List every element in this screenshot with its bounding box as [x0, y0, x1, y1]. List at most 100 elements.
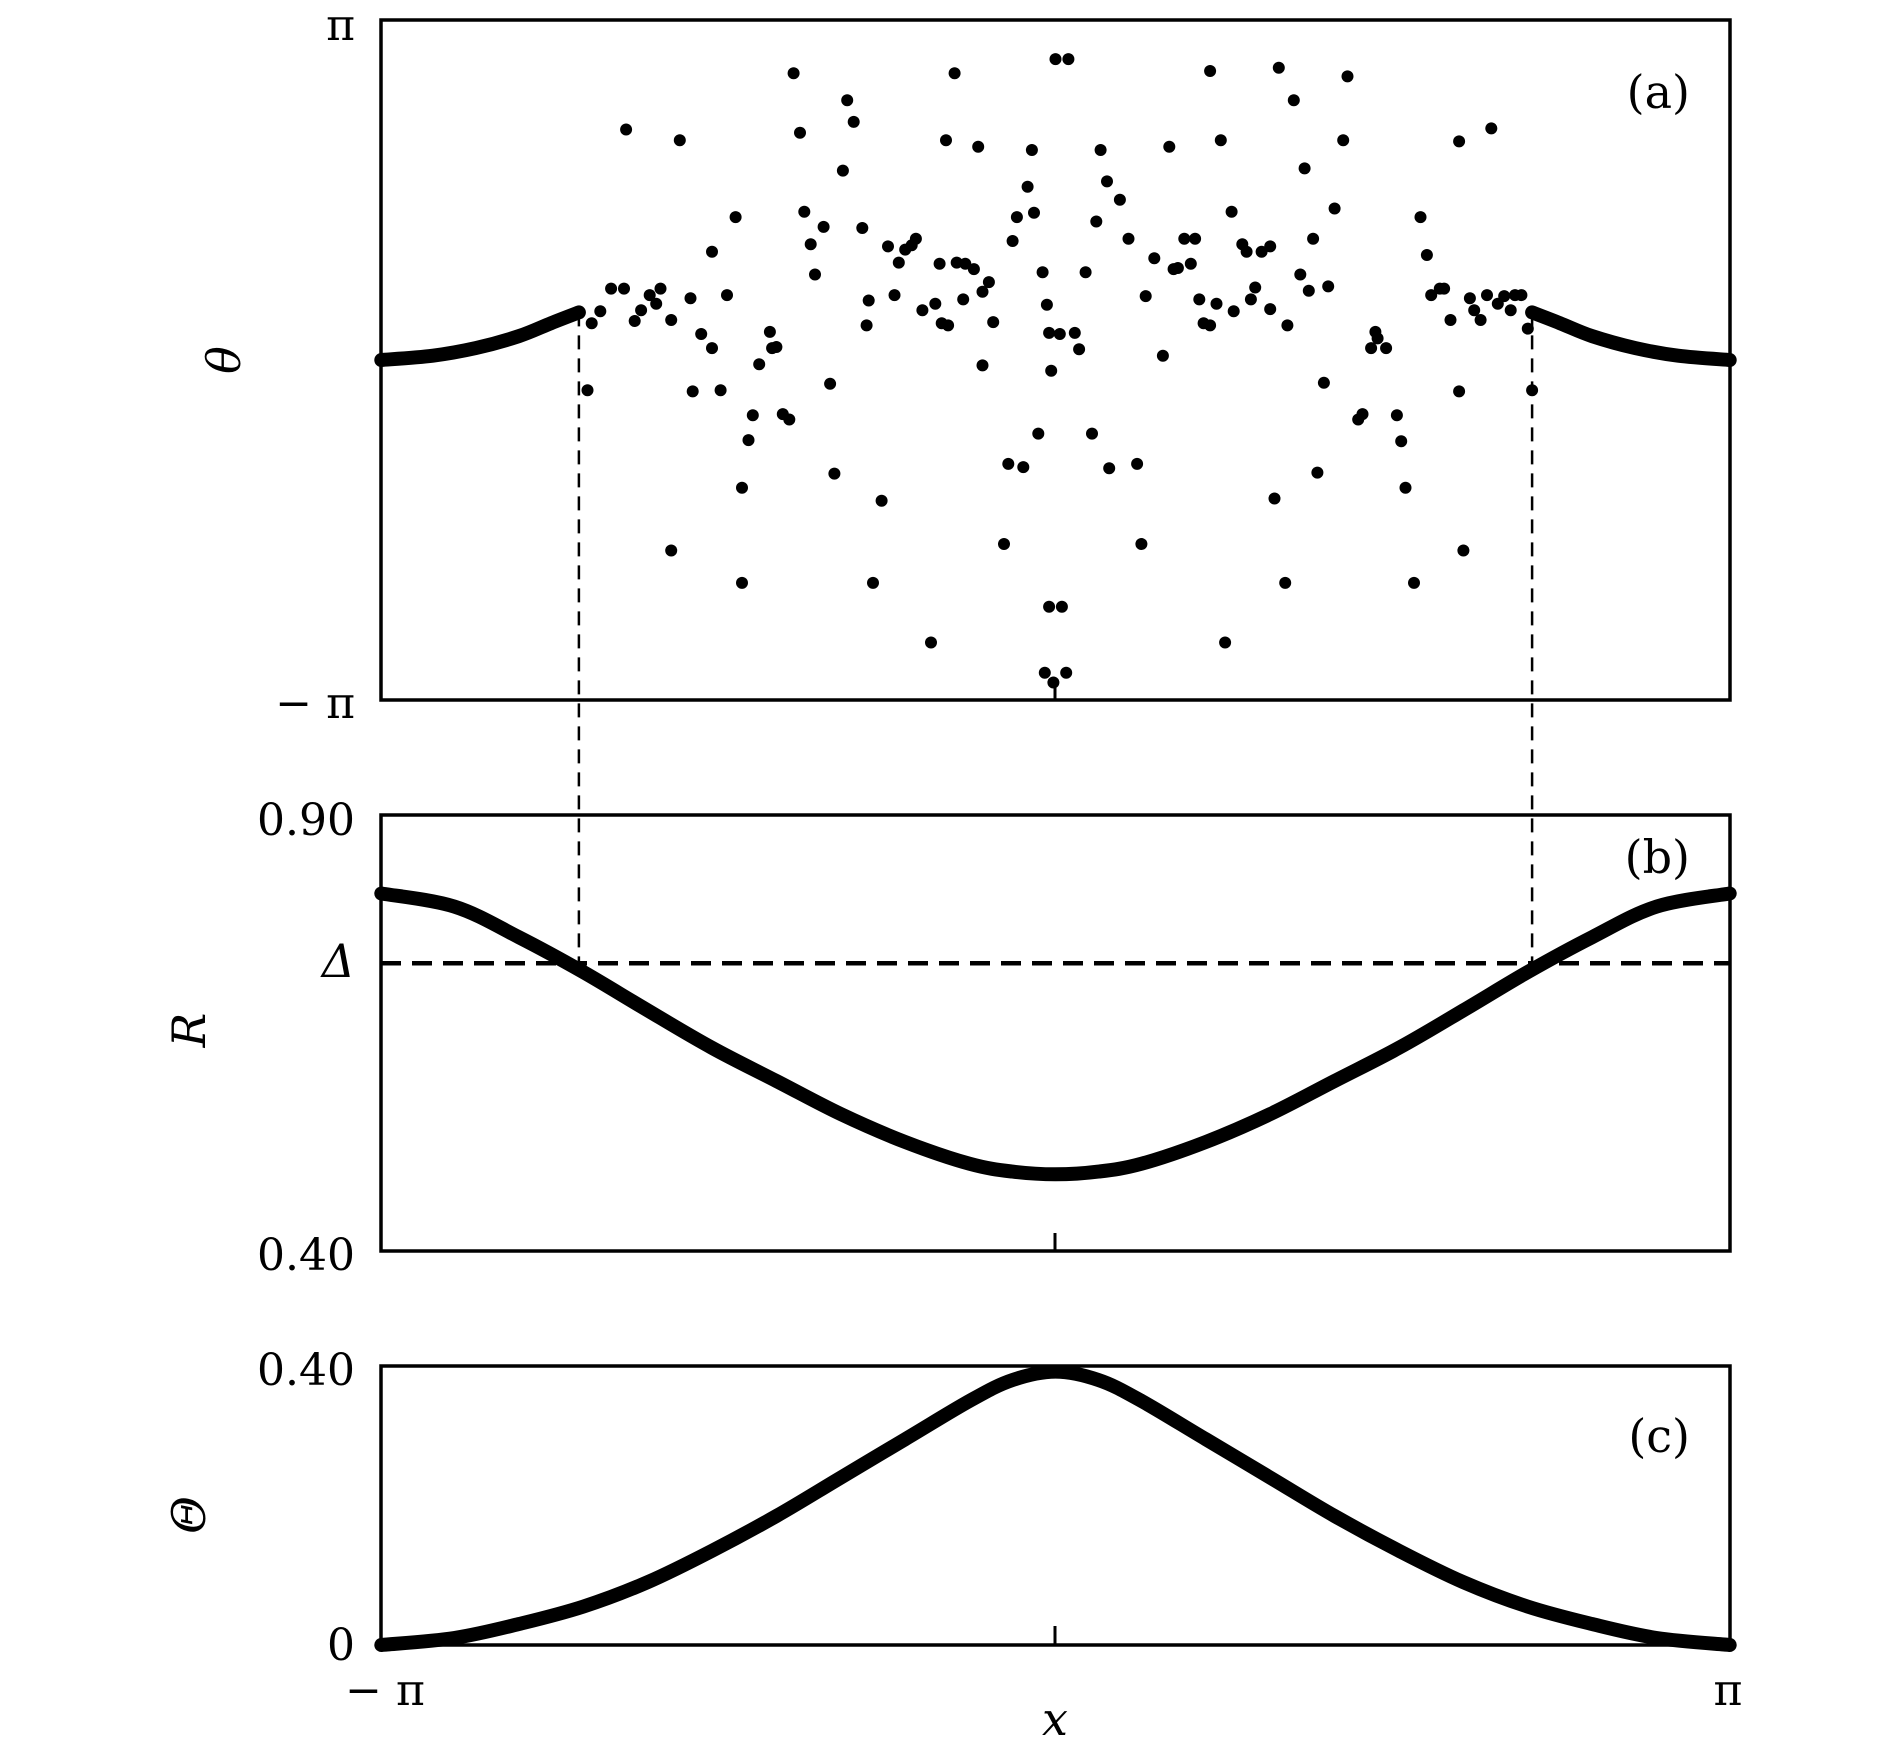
- panel-b-ylabel: R: [162, 1013, 216, 1049]
- panel-a-point-14: [684, 292, 697, 305]
- panel-a-point-75: [1017, 461, 1030, 474]
- panel-a-frame: [379, 18, 1732, 702]
- panel-a-point-120: [1225, 205, 1238, 218]
- panel-a-point-29: [770, 341, 783, 353]
- panel-a-point-12: [665, 544, 678, 557]
- panel-a-point-43: [856, 222, 869, 234]
- panel-a-point-72: [1002, 457, 1015, 470]
- panel-a-point-77: [1025, 144, 1038, 156]
- panel-a-point-124: [1244, 293, 1257, 306]
- panel-a-point-125: [1249, 281, 1262, 294]
- panel-a-point-82: [1043, 326, 1056, 339]
- panel-a-point-53: [909, 232, 922, 245]
- panel-a-point-16: [695, 328, 708, 340]
- panel-a-point-35: [804, 238, 817, 251]
- panel-a-point-71: [998, 538, 1010, 550]
- panel-a-point-5: [620, 123, 633, 136]
- panel-a-point-117: [1210, 297, 1223, 310]
- panel-a-point-57: [933, 257, 946, 270]
- panel-a-point-45: [862, 294, 875, 307]
- panel-a-point-9: [650, 297, 663, 310]
- panel-a-point-101: [1122, 232, 1135, 245]
- panel-a-point-63: [957, 293, 970, 306]
- panel-a-point-78: [1028, 206, 1040, 219]
- panel-a-point-61: [948, 67, 961, 80]
- panel-a-point-50: [892, 256, 905, 269]
- panel-a-point-67: [976, 285, 989, 298]
- panel-a-point-139: [1317, 376, 1330, 389]
- panel-a-point-143: [1341, 70, 1354, 83]
- panel-a-point-6: [628, 315, 641, 327]
- panel-a-point-156: [1425, 289, 1438, 302]
- panel-a-point-149: [1380, 342, 1393, 355]
- panel-a-point-66: [972, 140, 985, 153]
- panel-a-point-10: [654, 282, 667, 295]
- panel-a-point-158: [1438, 282, 1451, 295]
- panel-a-point-99: [1103, 462, 1116, 475]
- panel-a-point-55: [925, 636, 937, 649]
- panel-a-point-93: [1073, 343, 1086, 356]
- panel-a-point-44: [860, 319, 873, 332]
- panel-a-point-94: [1079, 266, 1092, 279]
- panel-a-sync-branch-1: [1525, 305, 1737, 367]
- panel-a-point-48: [882, 240, 894, 253]
- panel-a-point-130: [1272, 61, 1285, 74]
- panel-a-point-142: [1337, 134, 1350, 147]
- panel-b-data: [374, 886, 1737, 1182]
- panel-a-point-17: [706, 245, 718, 258]
- panel-a-point-2: [594, 305, 607, 318]
- panel-a-point-70: [987, 316, 1000, 329]
- panel-a-point-24: [742, 434, 755, 447]
- panel-c-tag: (c): [1628, 1409, 1690, 1463]
- panel-a-point-164: [1468, 304, 1481, 317]
- panel-a-point-137: [1307, 232, 1320, 245]
- panel-c-ytick-top: 0.40: [257, 1345, 355, 1396]
- panel-a-point-96: [1090, 215, 1103, 228]
- panel-a-point-129: [1268, 492, 1281, 505]
- panel-a-point-79: [1032, 427, 1045, 440]
- panel-a: π − π (a) θ: [197, 0, 1737, 729]
- panel-a-point-154: [1414, 211, 1427, 224]
- panel-a-point-119: [1219, 636, 1232, 649]
- panel-a-point-20: [721, 289, 733, 302]
- panel-b-frame: [379, 813, 1732, 1253]
- panel-a-point-153: [1408, 576, 1420, 589]
- panel-c-ytick-bottom: 0: [327, 1620, 355, 1671]
- panel-a-point-104: [1139, 290, 1152, 303]
- panel-a-point-74: [1010, 211, 1023, 224]
- panel-a-point-3: [605, 282, 618, 295]
- panel-a-point-112: [1189, 232, 1202, 245]
- panel-a-point-87: [1055, 600, 1068, 613]
- panel-a-point-83: [1045, 364, 1058, 377]
- panel-a-point-11: [665, 314, 678, 326]
- panel-a-ytick-top: π: [326, 0, 355, 51]
- panel-a-point-81: [1040, 298, 1053, 311]
- x-axis-title: x: [1042, 1692, 1068, 1746]
- panel-a-point-172: [1515, 289, 1528, 302]
- panel-a-point-64: [959, 257, 972, 270]
- panel-a-point-173: [1521, 322, 1534, 335]
- panel-a-point-88: [1038, 666, 1051, 679]
- panel-a-point-80: [1036, 266, 1049, 279]
- panel-a-point-148: [1371, 332, 1384, 345]
- panel-a-point-107: [1163, 140, 1176, 153]
- panel-a-point-132: [1281, 319, 1294, 332]
- panel-a-point-111: [1184, 257, 1197, 270]
- panel-a-point-105: [1148, 252, 1161, 265]
- panel-a-point-150: [1390, 409, 1403, 422]
- panel-a-point-15: [686, 385, 699, 398]
- panel-a-data: [374, 53, 1737, 700]
- panel-a-point-23: [736, 481, 748, 494]
- panel-a-point-49: [888, 289, 901, 302]
- panel-a-point-116: [1204, 319, 1217, 332]
- panel-a-point-38: [824, 377, 837, 390]
- panel-a-point-159: [1444, 314, 1457, 326]
- panel-a-point-110: [1178, 232, 1191, 245]
- panel-a-ylabel: θ: [197, 346, 251, 374]
- panel-a-point-136: [1302, 284, 1315, 297]
- panel-a-point-131: [1279, 576, 1292, 589]
- panel-a-point-102: [1131, 457, 1144, 470]
- panel-a-point-160: [1453, 135, 1466, 148]
- panel-a-point-123: [1240, 245, 1253, 258]
